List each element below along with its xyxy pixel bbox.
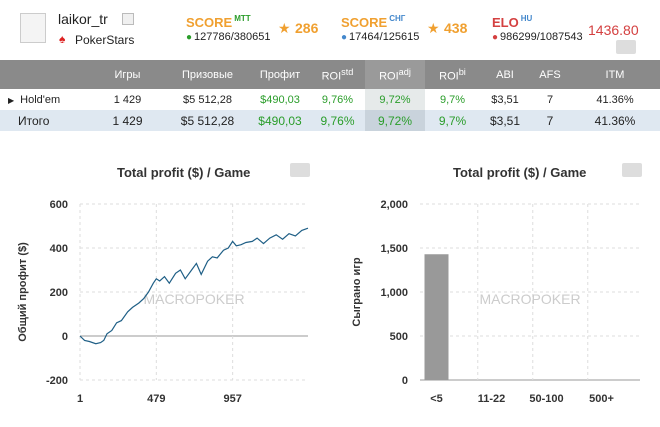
y-tick-label: -200	[46, 375, 68, 387]
pokerstars-logo-icon: ♠	[59, 32, 66, 46]
profit-series-line	[79, 227, 309, 345]
cell-itm: 41.36%	[596, 93, 634, 106]
score-sng-title: SCORE СНГ	[341, 14, 406, 30]
table-total-row: Итого 1 429 $5 512,28 $490,03 9,76% 9,72…	[0, 110, 660, 131]
medal-icon: ●	[492, 32, 499, 43]
cell-roi-bi: 9,7%	[439, 93, 466, 106]
col-afs[interactable]: AFS	[539, 68, 561, 81]
col-roi-adj[interactable]: ROIadj	[365, 60, 425, 89]
elo-rank: ● 986299/1087543	[492, 31, 583, 43]
cell-abi: $3,51	[491, 93, 519, 106]
y-tick-label: 500	[390, 331, 408, 343]
cell-roi-bi: 9,7%	[438, 113, 467, 128]
cell-profit: $490,03	[258, 113, 302, 128]
score-mtt-value: ★ 286	[278, 20, 319, 36]
room-name: PokerStars	[75, 33, 135, 47]
y-axis-label: Сыграно игр	[351, 257, 363, 327]
stats-table: Игры Призовые Профит ROIstd ROIadj ROIbi…	[0, 60, 660, 131]
camera-icon[interactable]	[290, 163, 310, 177]
col-roi-bi[interactable]: ROIbi	[439, 66, 466, 83]
y-tick-label: 600	[50, 199, 68, 211]
games-chart-title: Total profit ($) / Game	[453, 165, 587, 180]
elo-value: 1436.80	[588, 22, 639, 38]
star-icon: ★	[278, 20, 291, 36]
cell-itm: 41.36%	[594, 113, 636, 128]
x-tick-label: 957	[223, 393, 241, 405]
y-tick-label: 1,000	[380, 287, 408, 299]
watermark: MACROPOKER	[479, 291, 580, 307]
expand-arrow-icon: ▶	[8, 95, 15, 105]
col-abi[interactable]: ABI	[496, 68, 514, 81]
score-sng-value: ★ 438	[427, 20, 468, 36]
x-tick-label: 479	[147, 393, 165, 405]
cell-abi: $3,51	[489, 113, 521, 128]
bar	[424, 254, 449, 380]
cell-afs: 7	[546, 93, 554, 106]
y-tick-label: 400	[50, 243, 68, 255]
avatar[interactable]	[20, 13, 46, 43]
medal-icon: ●	[186, 32, 193, 43]
col-roi-std[interactable]: ROIstd	[321, 66, 354, 83]
x-tick-label: 11-22	[478, 393, 506, 405]
x-tick-label: 1	[77, 393, 83, 405]
y-tick-label: 0	[402, 375, 408, 387]
row-name: Итого	[18, 113, 50, 128]
y-tick-label: 1,500	[380, 243, 408, 255]
profit-chart-title: Total profit ($) / Game	[117, 165, 251, 180]
x-tick-label: <5	[430, 393, 443, 405]
score-mtt-title: SCORE MTT	[186, 14, 251, 30]
games-bar-chart: 0 500 1,000 1,500 2,000 <5 11-22 50-100 500+ Сыгр…	[351, 199, 640, 405]
y-axis-label: Общий профит ($)	[17, 242, 29, 342]
y-tick-label: 200	[50, 287, 68, 299]
cell-roi-adj: 9,72%	[365, 110, 425, 131]
score-sng-rank: ● 17464/125615	[341, 31, 420, 43]
col-games[interactable]: Игры	[114, 68, 141, 81]
star-icon: ★	[427, 20, 440, 36]
cell-roi-adj: 9,72%	[365, 89, 425, 110]
table-row[interactable]: ▶ Hold'em 1 429 $5 512,28 $490,03 9,76% 9…	[0, 89, 660, 110]
medal-icon: ●	[341, 32, 348, 43]
col-itm[interactable]: ITM	[605, 68, 625, 81]
profit-line-chart: -200 0 200 400 600 1 479 957 Общий профит ($) MAC…	[17, 199, 309, 405]
y-tick-label: 2,000	[380, 199, 408, 211]
x-tick-label: 500+	[589, 393, 614, 405]
col-profit[interactable]: Профит	[259, 68, 301, 81]
elo-title: ELO HU	[492, 14, 533, 30]
copy-icon[interactable]	[122, 13, 134, 25]
col-prizes[interactable]: Призовые	[181, 68, 234, 81]
cell-prizes: $5 512,28	[180, 113, 235, 128]
camera-icon[interactable]	[622, 163, 642, 177]
cell-roi-std: 9,76%	[321, 93, 354, 106]
y-tick-label: 0	[62, 331, 68, 343]
col-name	[0, 60, 90, 89]
score-mtt-rank: ● 127786/380651	[186, 31, 271, 43]
cell-prizes: $5 512,28	[183, 93, 232, 106]
cell-afs: 7	[546, 113, 554, 128]
cell-games: 1 429	[113, 93, 142, 106]
camera-icon[interactable]	[616, 40, 636, 54]
cell-games: 1 429	[112, 113, 143, 128]
table-header-row: Игры Призовые Профит ROIstd ROIadj ROIbi…	[0, 60, 660, 89]
row-name: Hold'em	[20, 93, 61, 106]
watermark: MACROPOKER	[143, 291, 244, 307]
username[interactable]: laikor_tr	[58, 11, 108, 27]
cell-profit: $490,03	[260, 93, 300, 106]
x-tick-label: 50-100	[529, 393, 563, 405]
cell-roi-std: 9,76%	[320, 113, 355, 128]
